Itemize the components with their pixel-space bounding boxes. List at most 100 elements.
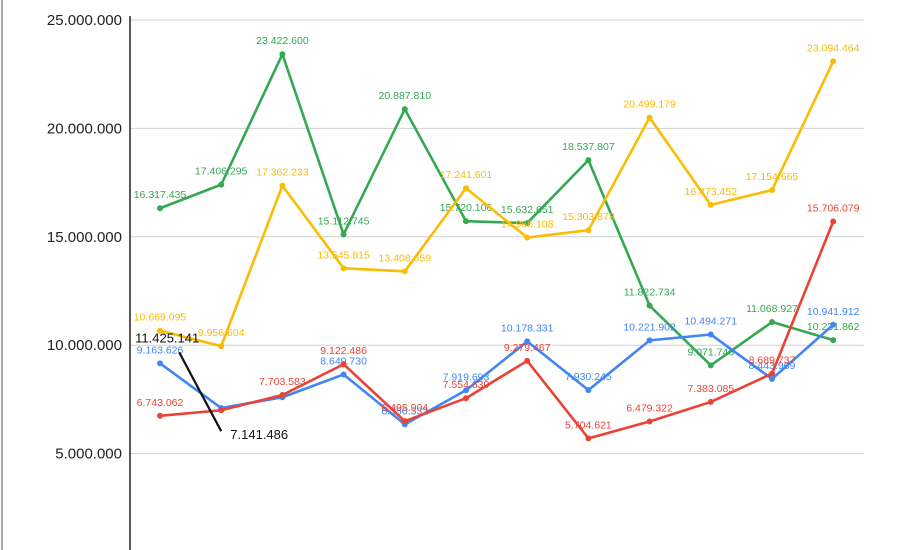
data-label: 6.479.322 bbox=[626, 403, 673, 415]
y-tick-label: 25.000.000 bbox=[47, 12, 122, 29]
data-point bbox=[646, 418, 653, 425]
data-point bbox=[401, 268, 408, 275]
data-point bbox=[279, 391, 286, 398]
data-point bbox=[585, 227, 592, 234]
series-3: 9.163.6268.649.7306.350.3327.919.69310.1… bbox=[137, 306, 860, 428]
data-point bbox=[646, 337, 653, 344]
series-line bbox=[159, 52, 834, 367]
data-point bbox=[463, 185, 469, 192]
data-label: 17.362.233 bbox=[256, 167, 309, 179]
data-label: 7.930.245 bbox=[565, 371, 612, 383]
data-point bbox=[769, 319, 775, 326]
data-point bbox=[585, 435, 592, 442]
data-label: 23.422.600 bbox=[256, 35, 309, 47]
y-tick-label: 5.000.000 bbox=[55, 446, 122, 463]
data-label: 10.494.271 bbox=[685, 315, 738, 327]
data-point bbox=[340, 371, 347, 378]
data-point bbox=[340, 265, 347, 272]
data-point bbox=[279, 182, 286, 189]
data-point bbox=[157, 360, 163, 367]
data-label: 10.669.095 bbox=[134, 312, 187, 324]
data-label: 6.350.332 bbox=[381, 405, 428, 417]
series-line bbox=[159, 323, 835, 426]
y-tick-labels: 5.000.000 10.000.000 15.000.000 20.000.000 2… bbox=[47, 12, 122, 463]
series-2: 10.669.095 9.956.604 17.362.233 13.545.815 1… bbox=[134, 42, 860, 350]
y-tick-label: 15.000.000 bbox=[47, 229, 122, 246]
data-label: 13.545.815 bbox=[317, 249, 370, 261]
data-label: 6.743.062 bbox=[137, 397, 184, 409]
data-point bbox=[157, 412, 163, 419]
data-label: 15.632.651 bbox=[501, 204, 554, 216]
data-label: 17.154.665 bbox=[746, 171, 799, 183]
data-point bbox=[585, 157, 592, 164]
data-label: 9.163.626 bbox=[137, 344, 184, 356]
data-point bbox=[524, 338, 531, 345]
data-point bbox=[524, 234, 531, 241]
data-label: 7.554.630 bbox=[443, 379, 490, 391]
data-point bbox=[769, 375, 775, 382]
data-label: 9.279.467 bbox=[504, 342, 551, 354]
data-point bbox=[646, 114, 653, 121]
data-label: 11.822.734 bbox=[624, 287, 676, 299]
data-point bbox=[401, 418, 408, 425]
data-label: 9.071.746 bbox=[687, 346, 734, 358]
data-point bbox=[463, 395, 469, 402]
annotation-end-label: 7.141.486 bbox=[230, 427, 288, 442]
data-point bbox=[646, 302, 653, 309]
data-label: 10.178.331 bbox=[501, 322, 554, 334]
data-point bbox=[707, 201, 714, 208]
data-point bbox=[401, 106, 408, 113]
data-label: 16.473.452 bbox=[685, 186, 738, 198]
data-point bbox=[707, 398, 714, 405]
series-lines: 16.317.435 17.406.295 23.422.600 15.112.745… bbox=[134, 35, 860, 442]
data-label: 13.408.659 bbox=[379, 252, 432, 264]
data-point bbox=[157, 327, 163, 334]
data-point bbox=[707, 331, 714, 338]
annotation-line bbox=[178, 351, 223, 432]
data-label: 9.956.604 bbox=[198, 327, 245, 339]
data-label: 7.703.583 bbox=[259, 376, 306, 388]
data-point bbox=[340, 231, 347, 238]
data-point bbox=[830, 321, 837, 328]
data-point bbox=[218, 181, 225, 188]
annotation-start-label: 11.425.141 bbox=[135, 330, 199, 345]
data-label: 16.317.435 bbox=[134, 189, 187, 201]
data-point bbox=[830, 337, 837, 344]
data-label: 8.443.969 bbox=[749, 360, 796, 372]
data-point bbox=[279, 51, 286, 58]
data-label: 15.112.745 bbox=[318, 215, 370, 227]
data-label: 5.704.621 bbox=[565, 419, 612, 431]
data-label: 14.966.108 bbox=[501, 219, 554, 231]
data-label: 17.241.601 bbox=[440, 169, 493, 181]
series-4: 6.743.062 7.703.583 9.122.486 6.495.904 7.55… bbox=[137, 202, 860, 442]
data-point bbox=[707, 362, 714, 369]
data-point bbox=[585, 387, 592, 394]
data-label: 20.499.179 bbox=[623, 99, 676, 111]
data-point bbox=[830, 58, 837, 65]
series-line bbox=[159, 60, 835, 348]
data-label: 10.221.902 bbox=[623, 321, 676, 333]
series-line bbox=[159, 221, 835, 440]
data-point bbox=[463, 218, 469, 225]
data-label: 7.383.085 bbox=[687, 383, 734, 395]
data-point bbox=[463, 387, 469, 394]
data-label: 15.706.079 bbox=[807, 202, 860, 214]
data-point bbox=[218, 343, 225, 350]
data-point bbox=[769, 187, 775, 194]
data-label: 23.094.464 bbox=[807, 42, 860, 54]
annotation-arrow: 11.425.141 7.141.486 bbox=[135, 330, 288, 442]
data-label: 8.689.737 bbox=[749, 355, 796, 367]
series-1: 16.317.435 17.406.295 23.422.600 15.112.745… bbox=[134, 35, 860, 369]
data-label: 6.495.904 bbox=[381, 402, 428, 414]
y-tick-label: 20.000.000 bbox=[47, 120, 122, 137]
data-point bbox=[218, 407, 225, 414]
data-label: 10.941.912 bbox=[807, 306, 860, 318]
data-point bbox=[340, 361, 347, 368]
data-point bbox=[524, 220, 531, 227]
data-label: 7.919.693 bbox=[443, 371, 490, 383]
data-point bbox=[769, 370, 775, 377]
data-point bbox=[157, 205, 163, 212]
y-tick-label: 10.000.000 bbox=[47, 337, 122, 354]
data-point bbox=[830, 218, 837, 225]
